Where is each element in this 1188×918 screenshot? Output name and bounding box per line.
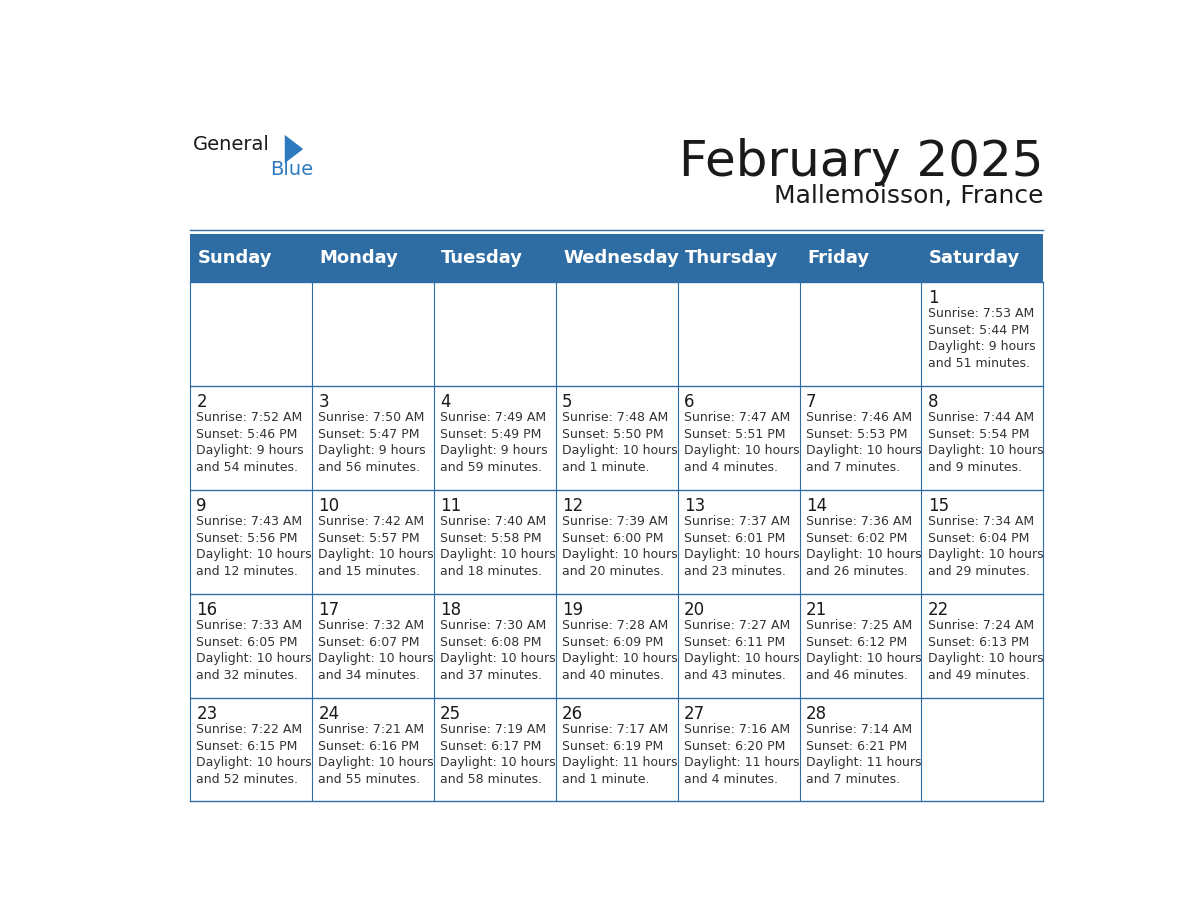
Text: Monday: Monday [320,249,398,267]
Text: Thursday: Thursday [685,249,778,267]
Text: February 2025: February 2025 [678,139,1043,186]
Text: Sunrise: 7:24 AM
Sunset: 6:13 PM
Daylight: 10 hours
and 49 minutes.: Sunrise: 7:24 AM Sunset: 6:13 PM Dayligh… [928,619,1043,681]
Text: 14: 14 [805,497,827,515]
Text: Sunrise: 7:52 AM
Sunset: 5:46 PM
Daylight: 9 hours
and 54 minutes.: Sunrise: 7:52 AM Sunset: 5:46 PM Dayligh… [196,411,304,474]
Text: Sunrise: 7:39 AM
Sunset: 6:00 PM
Daylight: 10 hours
and 20 minutes.: Sunrise: 7:39 AM Sunset: 6:00 PM Dayligh… [562,515,678,577]
Text: 6: 6 [684,393,695,411]
Text: 15: 15 [928,497,949,515]
Bar [190,234,1043,282]
Text: 28: 28 [805,705,827,722]
Text: Sunrise: 7:32 AM
Sunset: 6:07 PM
Daylight: 10 hours
and 34 minutes.: Sunrise: 7:32 AM Sunset: 6:07 PM Dayligh… [318,619,434,681]
Text: 17: 17 [318,600,340,619]
Text: Sunrise: 7:19 AM
Sunset: 6:17 PM
Daylight: 10 hours
and 58 minutes.: Sunrise: 7:19 AM Sunset: 6:17 PM Dayligh… [441,723,556,786]
Text: 23: 23 [196,705,217,722]
Text: 9: 9 [196,497,207,515]
Text: Sunrise: 7:40 AM
Sunset: 5:58 PM
Daylight: 10 hours
and 18 minutes.: Sunrise: 7:40 AM Sunset: 5:58 PM Dayligh… [441,515,556,577]
Text: 24: 24 [318,705,340,722]
Text: Sunrise: 7:42 AM
Sunset: 5:57 PM
Daylight: 10 hours
and 15 minutes.: Sunrise: 7:42 AM Sunset: 5:57 PM Dayligh… [318,515,434,577]
Text: Sunrise: 7:37 AM
Sunset: 6:01 PM
Daylight: 10 hours
and 23 minutes.: Sunrise: 7:37 AM Sunset: 6:01 PM Dayligh… [684,515,800,577]
Text: Friday: Friday [807,249,870,267]
Text: Sunrise: 7:21 AM
Sunset: 6:16 PM
Daylight: 10 hours
and 55 minutes.: Sunrise: 7:21 AM Sunset: 6:16 PM Dayligh… [318,723,434,786]
Text: General: General [192,135,270,154]
Text: 2: 2 [196,393,207,411]
Text: Wednesday: Wednesday [563,249,680,267]
Text: Blue: Blue [270,160,314,179]
Text: Sunrise: 7:36 AM
Sunset: 6:02 PM
Daylight: 10 hours
and 26 minutes.: Sunrise: 7:36 AM Sunset: 6:02 PM Dayligh… [805,515,922,577]
Text: Sunrise: 7:49 AM
Sunset: 5:49 PM
Daylight: 9 hours
and 59 minutes.: Sunrise: 7:49 AM Sunset: 5:49 PM Dayligh… [441,411,548,474]
Text: 16: 16 [196,600,217,619]
Text: Sunrise: 7:53 AM
Sunset: 5:44 PM
Daylight: 9 hours
and 51 minutes.: Sunrise: 7:53 AM Sunset: 5:44 PM Dayligh… [928,308,1036,370]
Text: Sunrise: 7:43 AM
Sunset: 5:56 PM
Daylight: 10 hours
and 12 minutes.: Sunrise: 7:43 AM Sunset: 5:56 PM Dayligh… [196,515,312,577]
Text: 22: 22 [928,600,949,619]
Text: 25: 25 [441,705,461,722]
Text: 4: 4 [441,393,450,411]
Text: 19: 19 [562,600,583,619]
Text: 10: 10 [318,497,340,515]
Text: Sunrise: 7:27 AM
Sunset: 6:11 PM
Daylight: 10 hours
and 43 minutes.: Sunrise: 7:27 AM Sunset: 6:11 PM Dayligh… [684,619,800,681]
Text: Saturday: Saturday [929,249,1020,267]
Text: 7: 7 [805,393,816,411]
Text: 18: 18 [441,600,461,619]
Text: Sunrise: 7:44 AM
Sunset: 5:54 PM
Daylight: 10 hours
and 9 minutes.: Sunrise: 7:44 AM Sunset: 5:54 PM Dayligh… [928,411,1043,474]
Text: 12: 12 [562,497,583,515]
Text: Sunrise: 7:33 AM
Sunset: 6:05 PM
Daylight: 10 hours
and 32 minutes.: Sunrise: 7:33 AM Sunset: 6:05 PM Dayligh… [196,619,312,681]
Text: 1: 1 [928,289,939,307]
Text: 8: 8 [928,393,939,411]
Text: Sunrise: 7:50 AM
Sunset: 5:47 PM
Daylight: 9 hours
and 56 minutes.: Sunrise: 7:50 AM Sunset: 5:47 PM Dayligh… [318,411,426,474]
Text: Sunrise: 7:34 AM
Sunset: 6:04 PM
Daylight: 10 hours
and 29 minutes.: Sunrise: 7:34 AM Sunset: 6:04 PM Dayligh… [928,515,1043,577]
Text: Sunrise: 7:22 AM
Sunset: 6:15 PM
Daylight: 10 hours
and 52 minutes.: Sunrise: 7:22 AM Sunset: 6:15 PM Dayligh… [196,723,312,786]
Text: Sunrise: 7:47 AM
Sunset: 5:51 PM
Daylight: 10 hours
and 4 minutes.: Sunrise: 7:47 AM Sunset: 5:51 PM Dayligh… [684,411,800,474]
Text: Sunrise: 7:30 AM
Sunset: 6:08 PM
Daylight: 10 hours
and 37 minutes.: Sunrise: 7:30 AM Sunset: 6:08 PM Dayligh… [441,619,556,681]
Text: 26: 26 [562,705,583,722]
Text: Sunday: Sunday [197,249,272,267]
Text: Sunrise: 7:48 AM
Sunset: 5:50 PM
Daylight: 10 hours
and 1 minute.: Sunrise: 7:48 AM Sunset: 5:50 PM Dayligh… [562,411,678,474]
Text: 3: 3 [318,393,329,411]
Text: 5: 5 [562,393,573,411]
Polygon shape [285,135,303,163]
Text: Mallemoisson, France: Mallemoisson, France [773,185,1043,208]
Text: 27: 27 [684,705,706,722]
Text: Sunrise: 7:28 AM
Sunset: 6:09 PM
Daylight: 10 hours
and 40 minutes.: Sunrise: 7:28 AM Sunset: 6:09 PM Dayligh… [562,619,678,681]
Text: Sunrise: 7:16 AM
Sunset: 6:20 PM
Daylight: 11 hours
and 4 minutes.: Sunrise: 7:16 AM Sunset: 6:20 PM Dayligh… [684,723,800,786]
Text: Sunrise: 7:17 AM
Sunset: 6:19 PM
Daylight: 11 hours
and 1 minute.: Sunrise: 7:17 AM Sunset: 6:19 PM Dayligh… [562,723,677,786]
Text: 11: 11 [441,497,461,515]
Text: 13: 13 [684,497,706,515]
Text: Sunrise: 7:46 AM
Sunset: 5:53 PM
Daylight: 10 hours
and 7 minutes.: Sunrise: 7:46 AM Sunset: 5:53 PM Dayligh… [805,411,922,474]
Text: Tuesday: Tuesday [441,249,523,267]
Text: 21: 21 [805,600,827,619]
Text: Sunrise: 7:25 AM
Sunset: 6:12 PM
Daylight: 10 hours
and 46 minutes.: Sunrise: 7:25 AM Sunset: 6:12 PM Dayligh… [805,619,922,681]
Text: 20: 20 [684,600,706,619]
Text: Sunrise: 7:14 AM
Sunset: 6:21 PM
Daylight: 11 hours
and 7 minutes.: Sunrise: 7:14 AM Sunset: 6:21 PM Dayligh… [805,723,922,786]
